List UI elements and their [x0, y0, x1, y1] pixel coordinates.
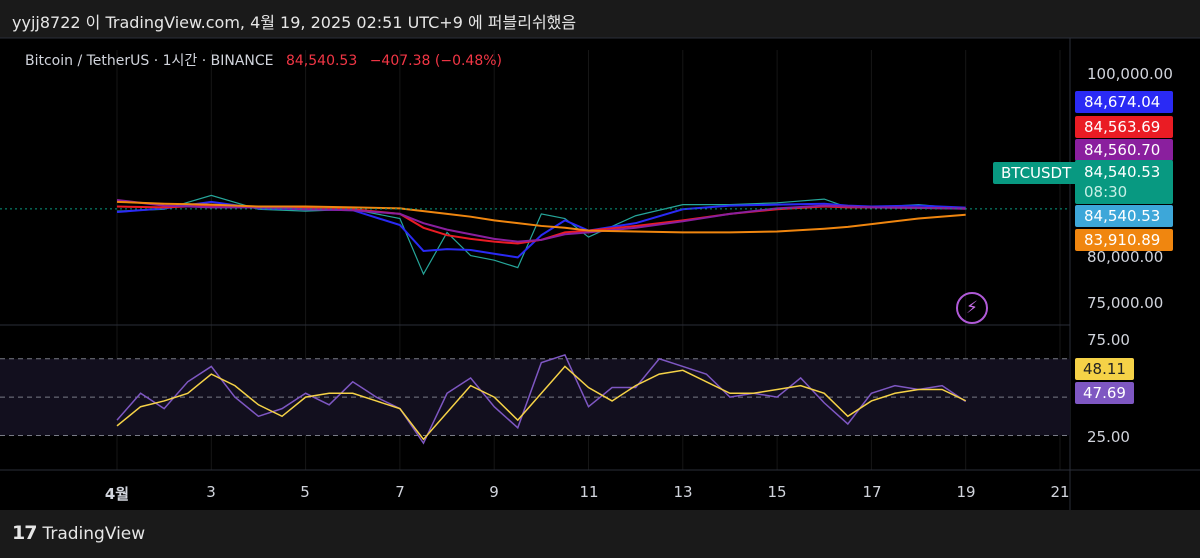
rsi-series-0: [116, 354, 967, 445]
x-tick-13: 13: [673, 483, 693, 501]
x-tick-apr: 4월: [104, 485, 130, 503]
rsi-pane: [0, 354, 1070, 445]
lightning-icon[interactable]: ⚡: [956, 292, 988, 324]
red-ma-tag: 84,563.69: [1075, 116, 1173, 138]
x-tick-19: 19: [956, 483, 976, 501]
x-tick-11: 11: [579, 483, 599, 501]
symbol-tag: BTCUSDT: [993, 162, 1080, 184]
x-tick-3: 3: [206, 483, 216, 501]
price-series-3: [116, 199, 966, 243]
cyan-price-tag: 84,540.53: [1075, 205, 1173, 227]
purple-ma-tag: 84,560.70: [1075, 139, 1173, 161]
last-price: 84,540.53: [285, 53, 358, 69]
rsi-ma-tag: 48.11: [1075, 358, 1134, 380]
rsi-value-tag: 47.69: [1075, 382, 1134, 404]
y-tick-75000: 75,000.00: [1087, 294, 1164, 312]
rsi-tick-25: 25.00: [1087, 428, 1130, 446]
tradingview-name: TradingView: [42, 524, 146, 544]
price-change: −407.38 (−0.48%): [369, 53, 502, 69]
orange-ma-tag: 83,910.89: [1075, 229, 1173, 251]
x-tick-7: 7: [395, 483, 405, 501]
y-tick-80000: 80,000.00: [1087, 248, 1164, 266]
x-tick-21: 21: [1050, 483, 1070, 501]
tradingview-logo[interactable]: 17 TradingView: [12, 522, 145, 544]
price-series-4: [116, 200, 966, 234]
x-tick-5: 5: [300, 483, 310, 501]
symbol-label[interactable]: Bitcoin / TetherUS · 1시간 · BINANCE: [25, 53, 274, 69]
tradingview-logo-icon: 17: [12, 522, 37, 544]
blue-ma-tag: 84,674.04: [1075, 91, 1173, 113]
x-tick-17: 17: [862, 483, 882, 501]
symbol-legend: Bitcoin / TetherUS · 1시간 · BINANCE 84,54…: [25, 50, 502, 70]
rsi-series-1: [116, 365, 967, 441]
last-price-tag-value: 84,540.53: [1084, 163, 1161, 181]
y-tick-100000: 100,000.00: [1087, 65, 1173, 83]
price-pane: [0, 194, 1070, 276]
publish-header: yyjj8722 이 TradingView.com, 4월 19, 2025 …: [12, 13, 577, 32]
rsi-tick-75: 75.00: [1087, 331, 1130, 349]
x-tick-9: 9: [489, 483, 499, 501]
last-price-tag: 84,540.53 08:30: [1075, 160, 1173, 204]
last-price-tag-time: 08:30: [1084, 183, 1128, 201]
x-tick-15: 15: [767, 483, 787, 501]
